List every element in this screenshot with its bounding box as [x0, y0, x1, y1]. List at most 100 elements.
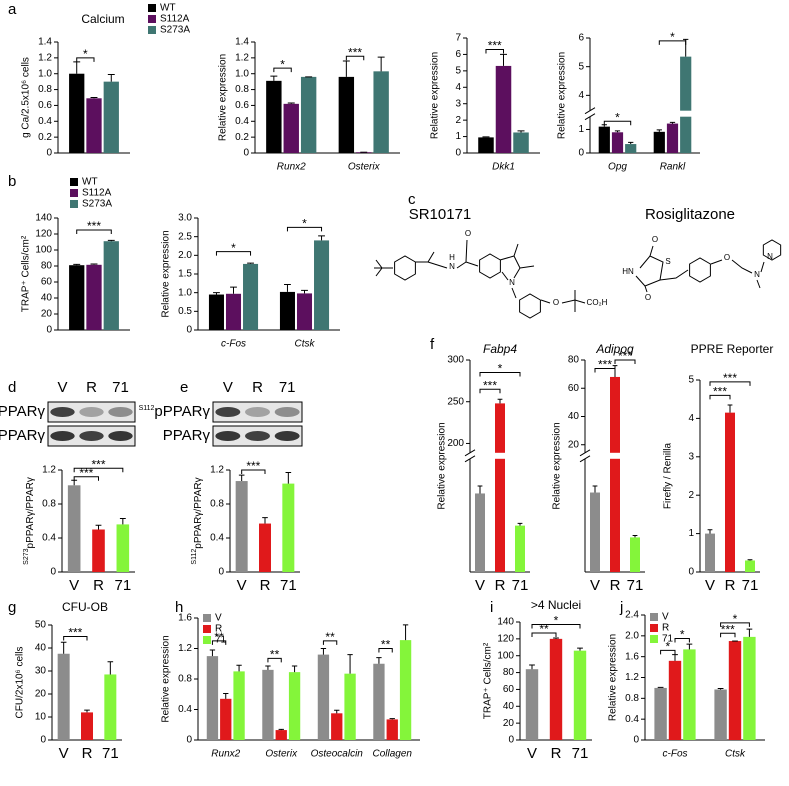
y-tick-label: 1 — [578, 124, 584, 135]
significance-bracket — [531, 632, 557, 637]
bond — [375, 267, 383, 277]
significance-bracket — [211, 640, 227, 645]
y-tick-label: 1.0 — [38, 68, 52, 79]
y-tick-label: 0.8 — [625, 693, 639, 704]
x-tick-label: R — [725, 577, 736, 594]
legend-label: S112A — [160, 14, 190, 25]
error-bar — [529, 664, 535, 670]
error-bar — [278, 728, 284, 731]
y-axis-label: Relative expression — [608, 634, 619, 721]
error-bar — [284, 283, 291, 292]
x-tick-label: 71 — [742, 577, 759, 594]
legend-swatch — [650, 624, 658, 632]
axis-break-gap — [585, 110, 701, 117]
y-tick-label: 0.4 — [38, 116, 52, 127]
bar — [630, 537, 640, 572]
x-tick-label: R — [93, 577, 104, 594]
y-tick-label: 1.2 — [235, 52, 249, 63]
error-bar — [632, 535, 638, 538]
y-tick-label: 2 — [688, 490, 694, 501]
chart-title: CFU-OB — [62, 600, 108, 614]
error-bar — [90, 97, 98, 99]
bar — [288, 672, 301, 740]
bar — [86, 98, 102, 153]
bar — [590, 492, 600, 572]
y-tick-label: 0 — [186, 325, 192, 336]
x-tick-label: c-Fos — [663, 749, 688, 760]
y-tick-label: 0 — [46, 148, 52, 159]
y-tick-label: 60 — [41, 277, 53, 288]
bar — [666, 123, 679, 153]
bar — [104, 674, 117, 740]
error-bar — [119, 517, 126, 525]
significance-bracket — [658, 40, 687, 45]
error-bar — [499, 53, 508, 66]
y-tick-label: 0 — [633, 735, 639, 746]
ring — [519, 293, 541, 319]
bar — [81, 712, 93, 740]
y-tick-label: 40 — [35, 643, 47, 654]
x-tick-label: R — [260, 577, 271, 594]
y-tick-label: 1.2 — [42, 465, 56, 476]
lane-label: R — [252, 379, 263, 396]
bar — [525, 669, 539, 740]
error-bar — [614, 130, 621, 133]
y-tick-label: 4 — [455, 82, 461, 93]
y-tick-label: 120 — [497, 633, 514, 644]
y-tick-label: 7 — [455, 33, 461, 44]
blot-row-label: S112pPPARγ — [139, 403, 211, 420]
x-tick-label: Ctsk — [725, 749, 746, 760]
atom-label: O — [465, 229, 471, 238]
significance-label: *** — [488, 39, 502, 53]
atom-label: O — [652, 235, 658, 244]
error-bar — [376, 657, 382, 664]
lane-label: V — [223, 379, 233, 396]
bar — [220, 698, 232, 740]
bond — [456, 239, 468, 269]
y-tick-label: 0.6 — [38, 100, 52, 111]
error-bar — [577, 647, 583, 651]
y-tick-label: 0.2 — [235, 132, 249, 143]
y-tick-label: 80 — [41, 261, 53, 272]
bar — [495, 403, 505, 572]
significance-bracket — [273, 67, 292, 73]
bar — [610, 376, 620, 572]
significance-label: *** — [618, 349, 632, 363]
error-bar — [320, 648, 327, 655]
bond — [731, 259, 753, 274]
y-tick-label: 0 — [186, 735, 192, 746]
bar — [331, 713, 343, 740]
y-axis-label: Relative expression — [218, 54, 229, 141]
error-bar — [477, 485, 483, 494]
bond — [756, 279, 761, 289]
lane-label: V — [57, 379, 67, 396]
y-tick-label: 250 — [447, 396, 464, 407]
blot-band — [245, 431, 270, 441]
bar — [243, 263, 259, 330]
significance-bracket — [345, 55, 365, 61]
significance-label: * — [231, 241, 236, 255]
atom-label: N — [754, 270, 760, 279]
bar — [57, 653, 70, 740]
error-bar — [238, 474, 245, 482]
y-axis-label: CFU/2x10⁶ cells — [15, 647, 26, 719]
y-tick-label: 0.4 — [235, 116, 249, 127]
significance-label: *** — [483, 378, 497, 392]
error-bar — [377, 56, 385, 72]
y-tick-label: 10 — [35, 712, 47, 723]
significance-label: * — [670, 30, 675, 44]
atom-label: O — [645, 293, 651, 302]
error-bar — [71, 479, 78, 486]
bar — [235, 481, 248, 572]
blot-band — [245, 407, 270, 417]
blot-band — [50, 407, 75, 417]
error-bar — [746, 628, 753, 637]
error-bar — [60, 641, 67, 654]
bar — [225, 293, 242, 330]
blot-band — [79, 431, 104, 441]
atom-label: S — [665, 257, 670, 266]
y-tick-label: 0.4 — [178, 704, 192, 715]
y-tick-label: 1.2 — [178, 643, 192, 654]
significance-bracket — [660, 649, 676, 655]
bond — [644, 285, 648, 293]
